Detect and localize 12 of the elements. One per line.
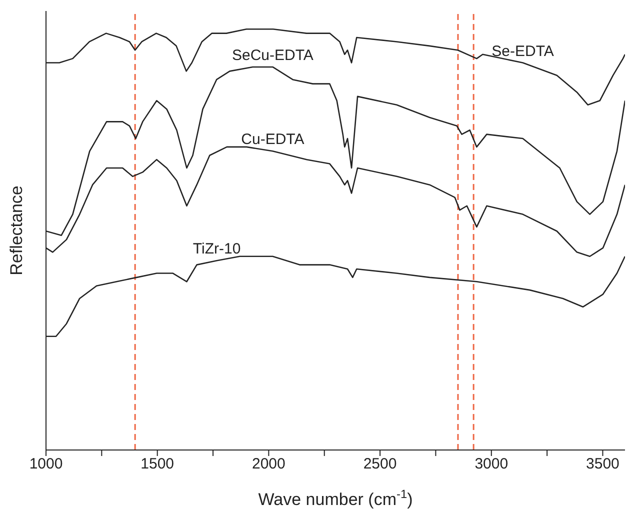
x-axis-title: Wave number (cm$^{-1}$): [258, 487, 413, 509]
x-tick-label: 1000: [29, 456, 63, 473]
x-tick-label: 3500: [586, 456, 620, 473]
x-tick-label: 2000: [252, 456, 286, 473]
x-tick-label: 1500: [140, 456, 174, 473]
x-tick-label: 3000: [474, 456, 508, 473]
x-tick-label: 2500: [363, 456, 397, 473]
series-label: SeCu-EDTA: [232, 46, 314, 64]
series-label: Se-EDTA: [492, 42, 554, 60]
y-axis-title: Reflectance: [7, 186, 26, 276]
series-label: TiZr-10: [192, 240, 241, 258]
series-label: Cu-EDTA: [241, 131, 304, 148]
